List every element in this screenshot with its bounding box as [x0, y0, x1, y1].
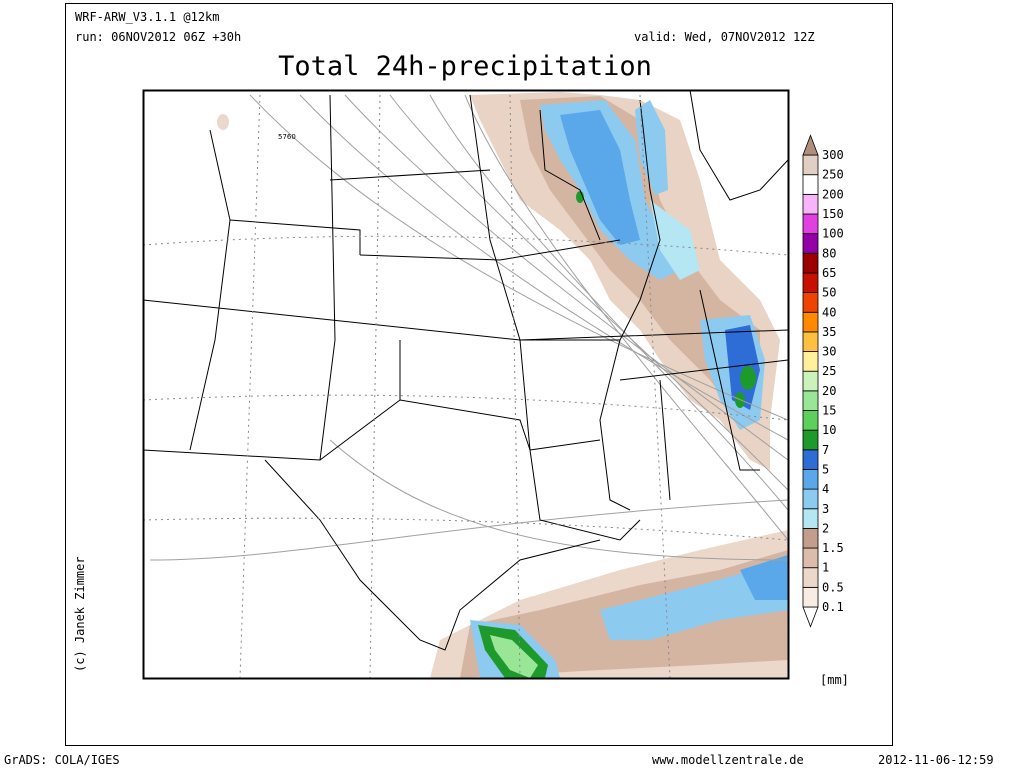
copyright: (c) Janek Zimmer [73, 556, 87, 672]
map: 5760 [142, 89, 790, 680]
colorbar-box [802, 252, 819, 274]
colorbar-label: 3 [822, 502, 829, 516]
colorbar-label: 20 [822, 384, 836, 398]
colorbar-box [802, 429, 819, 451]
colorbar-label: 7 [822, 443, 829, 457]
colorbar-box [802, 528, 819, 549]
run-info: run: 06NOV2012 06Z +30h [75, 30, 241, 44]
colorbar-label: 0.1 [822, 600, 844, 614]
colorbar-label: 65 [822, 266, 836, 280]
colorbar-box [802, 154, 819, 176]
colorbar-label: 150 [822, 207, 844, 221]
colorbar-label: 200 [822, 187, 844, 201]
graticule [143, 94, 788, 678]
colorbar-label: 1.5 [822, 541, 844, 555]
state-borders [143, 90, 788, 651]
timestamp: 2012-11-06-12:59 [878, 753, 994, 767]
precipitation-field [217, 92, 788, 678]
contour-label: 5760 [278, 133, 296, 141]
colorbar-label: 5 [822, 462, 829, 476]
colorbar-box [802, 351, 819, 372]
website: www.modellzentrale.de [652, 753, 804, 767]
colorbar-box [802, 469, 819, 490]
colorbar-box [802, 547, 819, 569]
colorbar-box [802, 292, 819, 313]
map-title: Total 24h-precipitation [278, 51, 652, 82]
height-contours [149, 94, 788, 561]
model-info: WRF-ARW_V3.1.1 @12km [75, 10, 220, 24]
colorbar: 0.1 0.5 1 1.5 2 3 4 5 7 10 15 20 25 30 35 40 50 65 80 100 15… [802, 134, 844, 628]
colorbar-end [802, 134, 819, 156]
software-credit: GrADS: COLA/IGES [4, 753, 120, 767]
colorbar-box [802, 233, 819, 254]
colorbar-box [802, 213, 819, 235]
colorbar-label: 80 [822, 246, 836, 260]
colorbar-label: 50 [822, 286, 836, 300]
colorbar-box [802, 567, 819, 588]
colorbar-label: 1 [822, 561, 829, 575]
valid-info: valid: Wed, 07NOV2012 12Z [634, 30, 815, 44]
colorbar-box [802, 410, 819, 431]
colorbar-box [802, 311, 819, 333]
colorbar-box [802, 370, 819, 392]
colorbar-label: 15 [822, 404, 836, 418]
colorbar-box [802, 586, 819, 608]
colorbar-box [802, 272, 819, 294]
colorbar-box [802, 331, 819, 352]
colorbar-label: 4 [822, 482, 829, 496]
colorbar-box [802, 508, 819, 529]
colorbar-box [802, 193, 819, 215]
colorbar-label: 25 [822, 364, 836, 378]
colorbar-label: 40 [822, 305, 836, 319]
unit-label: [mm] [820, 673, 849, 687]
colorbar-label: 250 [822, 168, 844, 182]
colorbar-label: 300 [822, 148, 844, 162]
map-frame [142, 89, 790, 680]
colorbar-box [802, 488, 819, 510]
colorbar-end [802, 606, 819, 628]
colorbar-label: 100 [822, 227, 844, 241]
colorbar-box [802, 174, 819, 195]
colorbar-label: 35 [822, 325, 836, 339]
colorbar-label: 30 [822, 345, 836, 359]
colorbar-label: 0.5 [822, 580, 844, 594]
colorbar-box [802, 390, 819, 411]
outer-frame [65, 3, 893, 746]
colorbar-label: 2 [822, 521, 829, 535]
colorbar-label: 10 [822, 423, 836, 437]
colorbar-box [802, 449, 819, 470]
